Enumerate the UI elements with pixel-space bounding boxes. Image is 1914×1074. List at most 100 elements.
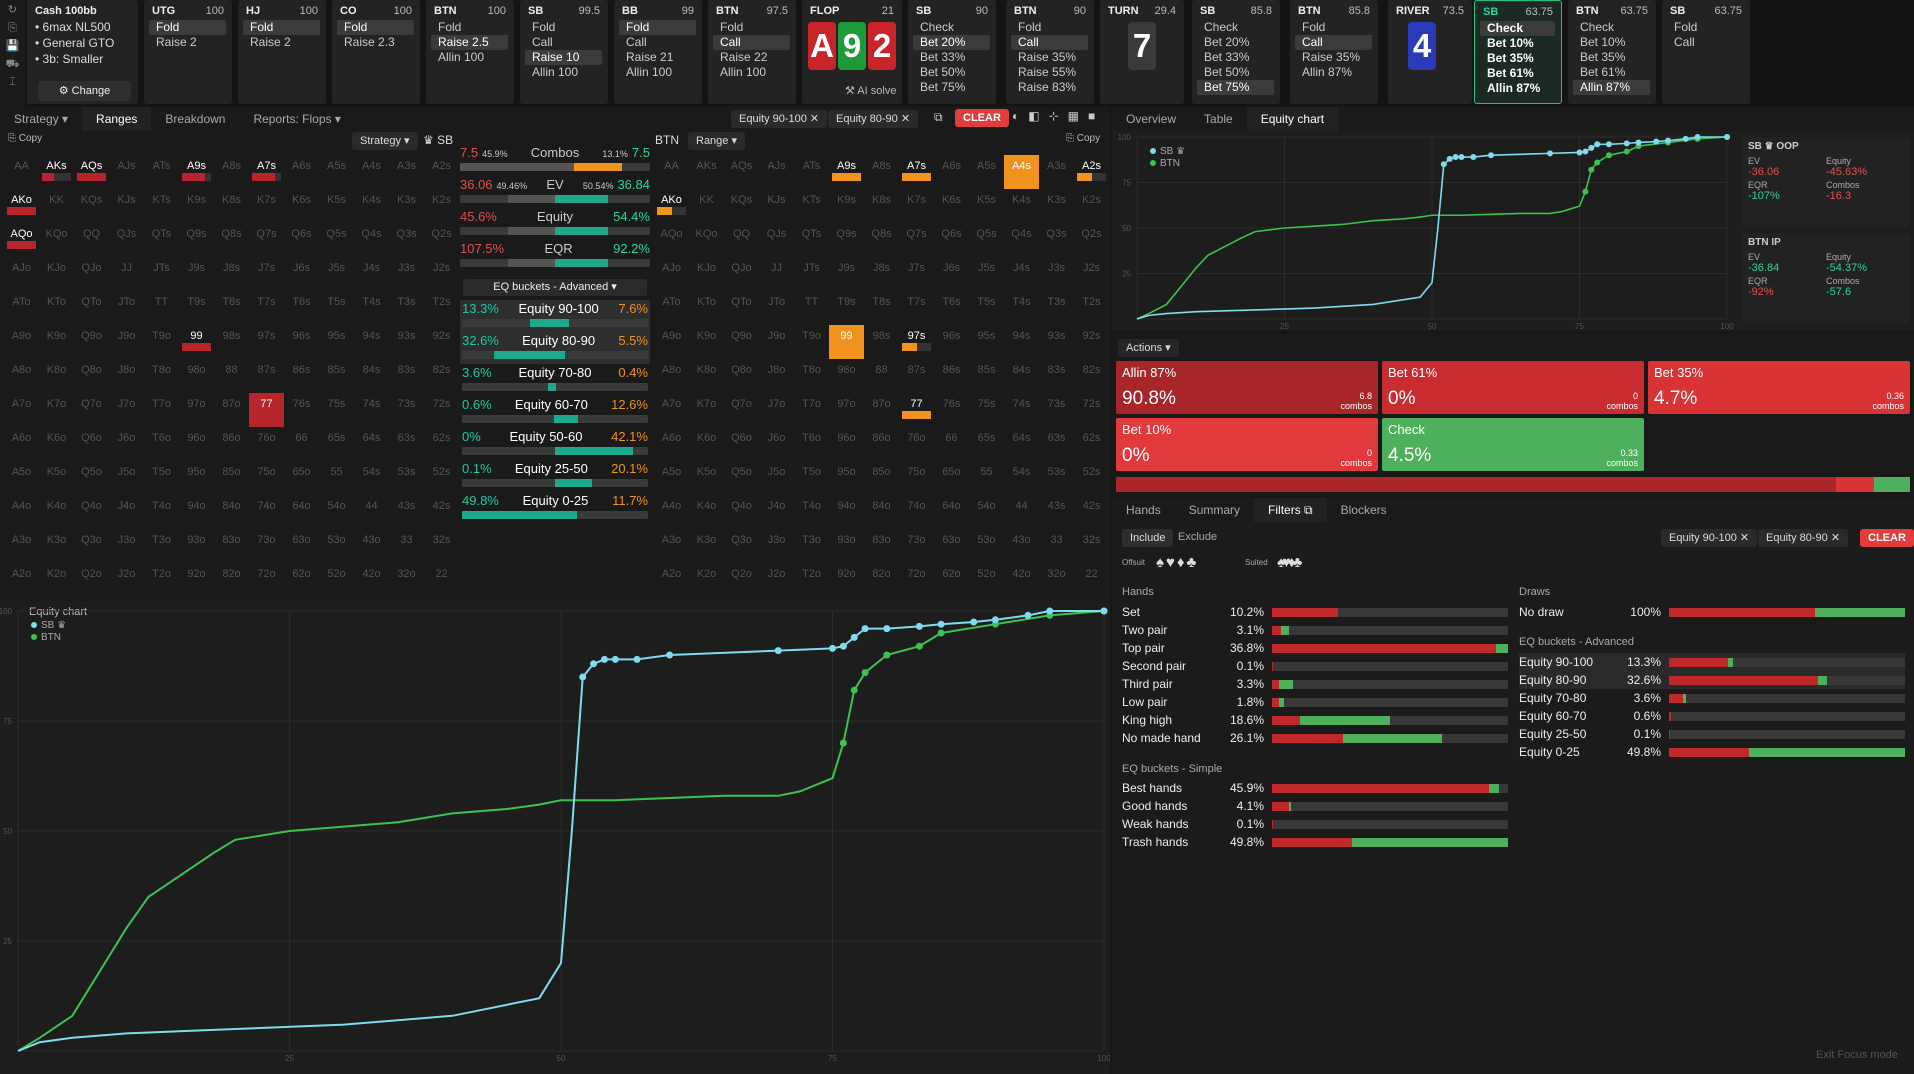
btn-hand-cell[interactable]: 77 (899, 393, 934, 427)
tab-filters[interactable]: Filters ⧉ (1254, 498, 1327, 522)
action-option[interactable]: Fold (1302, 20, 1326, 34)
series-point[interactable] (1588, 166, 1595, 173)
action-option[interactable]: Bet 75% (1197, 80, 1274, 95)
action-option[interactable]: Bet 20% (1204, 35, 1250, 49)
btn-hand-cell[interactable]: 53s (1039, 461, 1074, 495)
btn-hand-cell[interactable]: 72o (899, 563, 934, 597)
action-option[interactable]: Raise 35% (1302, 50, 1361, 64)
sb-hand-cell[interactable]: 96s (284, 325, 319, 359)
sb-hand-cell[interactable]: T2s (424, 291, 459, 325)
btn-hand-cell[interactable]: AA (654, 155, 689, 189)
tab-blockers[interactable]: Blockers (1340, 503, 1387, 517)
sb-hand-cell[interactable]: T7s (249, 291, 284, 325)
sb-hand-cell[interactable]: A2o (4, 563, 39, 597)
action-option[interactable]: Allin 87% (1487, 81, 1541, 95)
sb-hand-cell[interactable]: A6s (284, 155, 319, 189)
sb-hand-cell[interactable]: AKo (4, 189, 39, 223)
series-point[interactable] (611, 655, 619, 663)
toolbar-icon[interactable]: ⎘ (8, 22, 17, 34)
sb-hand-cell[interactable]: A5o (4, 461, 39, 495)
copy-icon[interactable]: ⧉ (934, 110, 943, 124)
action-option[interactable]: Fold (243, 20, 320, 35)
sb-hand-cell[interactable]: Q6o (74, 427, 109, 461)
btn-hand-cell[interactable]: Q6o (724, 427, 759, 461)
btn-hand-cell[interactable]: KK (689, 189, 724, 223)
btn-hand-cell[interactable]: 76o (899, 427, 934, 461)
btn-hand-cell[interactable]: T5s (969, 291, 1004, 325)
sb-hand-cell[interactable]: T2o (144, 563, 179, 597)
sb-hand-cell[interactable]: 42s (424, 495, 459, 529)
btn-hand-cell[interactable]: J5o (759, 461, 794, 495)
sb-hand-cell[interactable]: QQ (74, 223, 109, 257)
btn-hand-cell[interactable]: 94s (1004, 325, 1039, 359)
btn-hand-cell[interactable]: 95o (829, 461, 864, 495)
btn-hand-cell[interactable]: A3s (1039, 155, 1074, 189)
sb-hand-cell[interactable]: 65s (319, 427, 354, 461)
sb-hand-cell[interactable]: T4s (354, 291, 389, 325)
sb-hand-cell[interactable]: 86o (214, 427, 249, 461)
sb-hand-cell[interactable]: 85o (214, 461, 249, 495)
btn-hand-cell[interactable]: T7s (899, 291, 934, 325)
btn-hand-cell[interactable]: K3s (1039, 189, 1074, 223)
sb-hand-cell[interactable]: 75s (319, 393, 354, 427)
btn-hand-cell[interactable]: T9o (794, 325, 829, 359)
sb-hand-cell[interactable]: A3o (4, 529, 39, 563)
sb-hand-cell[interactable]: A7s (249, 155, 284, 189)
series-point[interactable] (1623, 148, 1630, 155)
series-point[interactable] (970, 618, 978, 626)
sb-hand-cell[interactable]: QTo (74, 291, 109, 325)
btn-hand-cell[interactable]: K7s (899, 189, 934, 223)
btn-hand-cell[interactable]: 43s (1039, 495, 1074, 529)
series-point[interactable] (1440, 161, 1447, 168)
series-point[interactable] (1682, 135, 1689, 142)
bucket-row[interactable]: 49.8% Equity 0-25 11.7% (460, 492, 650, 524)
sb-hand-cell[interactable]: 64s (354, 427, 389, 461)
sb-hand-cell[interactable]: J2o (109, 563, 144, 597)
sb-hand-cell[interactable]: Q2s (424, 223, 459, 257)
sb-hand-cell[interactable]: JTs (144, 257, 179, 291)
btn-hand-cell[interactable]: 72s (1074, 393, 1109, 427)
action-option[interactable]: Bet 35% (1580, 50, 1626, 64)
btn-hand-cell[interactable]: Q4s (1004, 223, 1039, 257)
btn-hand-cell[interactable]: 97s (899, 325, 934, 359)
btn-hand-cell[interactable]: 42s (1074, 495, 1109, 529)
action-option[interactable]: Check (920, 20, 955, 34)
sb-hand-cell[interactable]: K4o (39, 495, 74, 529)
series-point[interactable] (1547, 150, 1553, 157)
action-option[interactable]: Bet 20% (913, 35, 990, 50)
sb-hand-cell[interactable]: 84s (354, 359, 389, 393)
series-point[interactable] (883, 651, 891, 659)
sb-hand-cell[interactable]: 63s (389, 427, 424, 461)
series-point[interactable] (633, 655, 641, 663)
btn-hand-cell[interactable]: AKo (654, 189, 689, 223)
sb-hand-cell[interactable]: 85s (319, 359, 354, 393)
series-point[interactable] (1594, 159, 1601, 166)
btn-hand-cell[interactable]: QTs (794, 223, 829, 257)
change-button[interactable]: ⚙ Change (38, 81, 131, 101)
btn-hand-cell[interactable]: QTo (724, 291, 759, 325)
sb-hand-cell[interactable]: KK (39, 189, 74, 223)
sb-hand-cell[interactable]: K8o (39, 359, 74, 393)
btn-hand-cell[interactable]: 55 (969, 461, 1004, 495)
btn-hand-cell[interactable]: K8o (689, 359, 724, 393)
btn-hand-cell[interactable]: T8s (864, 291, 899, 325)
sb-hand-cell[interactable]: 88 (214, 359, 249, 393)
btn-hand-cell[interactable]: Q7s (899, 223, 934, 257)
btn-hand-cell[interactable]: 73s (1039, 393, 1074, 427)
btn-hand-cell[interactable]: T3s (1039, 291, 1074, 325)
btn-hand-cell[interactable]: 86o (864, 427, 899, 461)
sb-hand-cell[interactable]: 55 (319, 461, 354, 495)
btn-hand-cell[interactable]: 82s (1074, 359, 1109, 393)
series-point[interactable] (850, 633, 858, 641)
filter-row[interactable]: Equity 25-50 0.1% (1519, 725, 1905, 743)
btn-hand-cell[interactable]: 65s (969, 427, 1004, 461)
sb-hand-cell[interactable]: Q2o (74, 563, 109, 597)
series-point[interactable] (666, 651, 674, 659)
sb-hand-cell[interactable]: K5s (319, 189, 354, 223)
btn-hand-cell[interactable]: 84s (1004, 359, 1039, 393)
btn-hand-cell[interactable]: 62s (1074, 427, 1109, 461)
sb-hand-cell[interactable]: 87o (214, 393, 249, 427)
sb-hand-cell[interactable]: 76o (249, 427, 284, 461)
sb-hand-cell[interactable]: K6o (39, 427, 74, 461)
action-option[interactable]: Fold (1674, 20, 1698, 34)
